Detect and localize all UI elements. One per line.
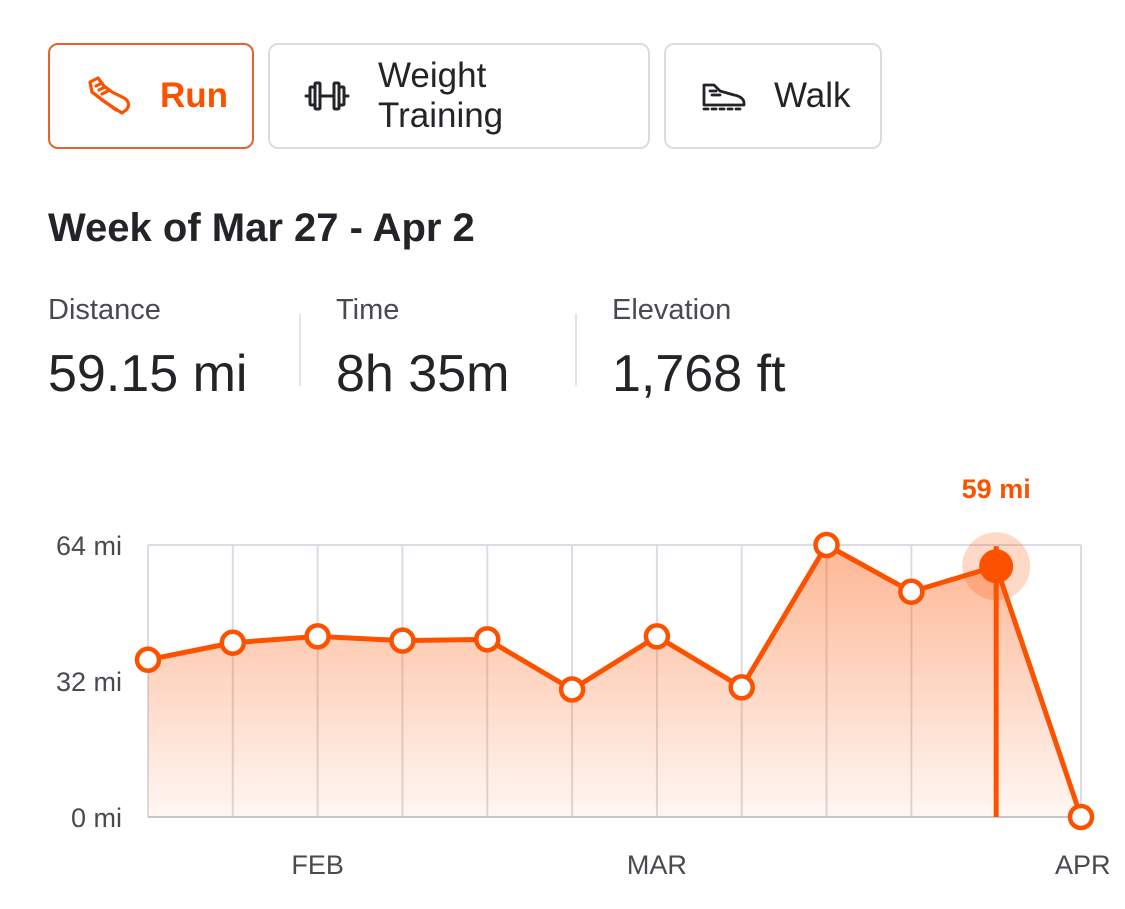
series-line [147, 542, 1084, 818]
data-point [728, 674, 755, 701]
weekly-distance-chart: 0 mi 32 mi 64 mi FEB MAR APR 59 mi [56, 474, 1111, 880]
stat-distance: Distance 59.15 mi [48, 290, 247, 406]
data-point [389, 627, 416, 654]
stat-divider [575, 314, 577, 386]
walking-shoe-icon [700, 81, 746, 111]
tab-walk-label: Walk [774, 76, 851, 115]
week-title: Week of Mar 27 - Apr 2 [48, 206, 475, 250]
data-point [898, 578, 925, 605]
data-point [134, 646, 162, 673]
data-point [643, 623, 671, 650]
data-point [219, 629, 247, 656]
data-point [813, 531, 840, 559]
stat-divider [299, 314, 301, 386]
activity-tabs: Run Weight Training Walk [48, 43, 882, 149]
stat-time-value: 8h 35m [336, 345, 510, 403]
stat-elevation-value: 1,768 ft [612, 345, 786, 403]
stat-time: Time 8h 35m [336, 290, 509, 406]
y-tick-label: 0 mi [71, 803, 122, 833]
data-point [558, 676, 586, 703]
x-tick-label: APR [1055, 850, 1111, 880]
data-point [304, 623, 331, 650]
selected-value-label: 59 mi [962, 474, 1031, 504]
tab-weight-training[interactable]: Weight Training [268, 43, 650, 149]
running-shoe-icon [84, 76, 132, 116]
selected-data-point [979, 549, 1014, 584]
x-tick-label: MAR [627, 850, 687, 880]
dumbbell-icon [304, 81, 350, 111]
y-tick-label: 32 mi [56, 667, 122, 697]
data-point [1067, 803, 1095, 831]
data-point [474, 626, 501, 653]
tab-walk[interactable]: Walk [664, 43, 882, 149]
tab-weight-training-label: Weight Training [378, 56, 504, 135]
x-tick-label: FEB [291, 850, 344, 880]
tab-run-label: Run [160, 76, 229, 115]
series-area [148, 545, 1081, 817]
tab-run[interactable]: Run [48, 43, 254, 149]
stat-time-label: Time [336, 294, 400, 326]
stat-distance-label: Distance [48, 294, 161, 326]
y-tick-label: 64 mi [56, 531, 122, 561]
stat-elevation-label: Elevation [612, 294, 732, 326]
stat-distance-value: 59.15 mi [48, 345, 248, 403]
stat-elevation: Elevation 1,768 ft [612, 290, 785, 406]
